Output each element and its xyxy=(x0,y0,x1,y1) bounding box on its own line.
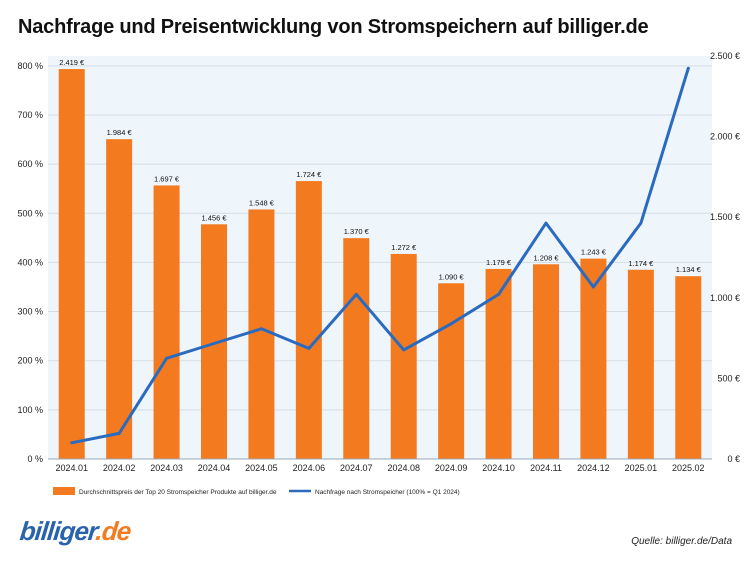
price-bar xyxy=(248,209,275,459)
legend: Durchschnittspreis der Top 20 Stromspeic… xyxy=(53,487,460,496)
price-bar-label: 1.548 € xyxy=(249,198,275,207)
legend-label-price: Durchschnittspreis der Top 20 Stromspeic… xyxy=(79,489,277,496)
x-axis-tick-label: 2024.12 xyxy=(577,463,610,473)
price-bar-label: 1.697 € xyxy=(154,174,180,183)
left-axis-tick-label: 600 % xyxy=(17,159,43,169)
price-bar xyxy=(485,268,512,459)
demand-point xyxy=(449,322,453,326)
price-bar-label: 1.179 € xyxy=(486,258,512,267)
x-axis-tick-label: 2024.02 xyxy=(103,463,136,473)
right-axis-tick-label: 2.500 € xyxy=(710,51,740,61)
demand-point xyxy=(212,342,216,345)
plot-background xyxy=(48,56,712,459)
x-axis-tick-label: 2024.06 xyxy=(293,463,326,473)
x-axis-tick-label: 2025.01 xyxy=(625,463,658,473)
left-axis-tick-label: 400 % xyxy=(17,257,43,267)
price-bar xyxy=(153,185,180,459)
x-axis-tick-label: 2024.01 xyxy=(55,463,88,473)
right-axis-tick-label: 1.000 € xyxy=(710,293,740,303)
demand-point xyxy=(117,432,121,435)
left-y-axis: 0 % 100 % 200 % 300 % 400 % 500 % 600 % 700 % 80… xyxy=(17,61,43,464)
logo-text-tld: .de xyxy=(94,516,133,546)
price-bar-label: 1.208 € xyxy=(533,253,559,262)
left-axis-tick-label: 800 % xyxy=(17,61,43,71)
price-bar xyxy=(627,269,654,459)
price-bar-label: 1.134 € xyxy=(676,265,702,274)
legend-swatch-price xyxy=(53,487,75,495)
chart-title: Nachfrage und Preisentwicklung von Strom… xyxy=(18,16,649,38)
x-axis-tick-label: 2024.08 xyxy=(387,463,420,473)
logo-text-main: billiger xyxy=(18,516,98,546)
x-axis-tick-label: 2024.05 xyxy=(245,463,278,473)
price-bar-label: 2.419 € xyxy=(59,58,85,67)
price-bar xyxy=(675,276,702,459)
demand-point xyxy=(686,66,690,70)
billiger-logo: billiger.de xyxy=(18,516,132,547)
price-bar xyxy=(58,69,85,460)
price-bar xyxy=(106,139,133,459)
x-axis-tick-label: 2024.03 xyxy=(150,463,183,473)
price-bar xyxy=(390,253,417,459)
demand-point xyxy=(497,292,500,296)
x-axis-tick-label: 2024.09 xyxy=(435,463,468,473)
price-bar xyxy=(580,258,607,459)
left-axis-tick-label: 100 % xyxy=(17,405,43,415)
price-bar xyxy=(343,238,370,459)
right-axis-tick-label: 500 € xyxy=(717,373,740,383)
demand-point xyxy=(639,221,643,225)
price-bar-labels: 2.419 € 1.984 € 1.697 € 1.456 € 1.548 € 1.724… xyxy=(59,58,701,281)
right-axis-tick-label: 0 € xyxy=(727,454,740,464)
right-y-axis: 0 € 500 € 1.000 € 1.500 € 2.000 € 2.500 € xyxy=(710,51,740,464)
price-bar-label: 1.174 € xyxy=(628,259,654,268)
demand-point xyxy=(402,348,406,352)
demand-point xyxy=(260,327,263,331)
right-axis-tick-label: 2.000 € xyxy=(710,132,740,142)
price-bar-label: 1.272 € xyxy=(391,243,417,252)
demand-point xyxy=(70,441,74,445)
price-bar xyxy=(295,181,322,460)
price-bar-label: 1.724 € xyxy=(296,170,322,179)
x-axis-tick-label: 2024.10 xyxy=(482,463,515,473)
legend-label-demand: Nachfrage nach Stromspeicher (100% = Q1 … xyxy=(315,489,460,496)
left-axis-tick-label: 500 % xyxy=(17,208,43,218)
left-axis-tick-label: 0 % xyxy=(27,454,43,464)
price-bar xyxy=(438,283,465,459)
price-bar-label: 1.370 € xyxy=(344,227,370,236)
price-bar-label: 1.984 € xyxy=(107,128,133,137)
left-axis-tick-label: 300 % xyxy=(17,307,43,317)
demand-point xyxy=(544,221,548,225)
source-note: Quelle: billiger.de/Data xyxy=(631,536,732,547)
x-axis-tick-label: 2024.04 xyxy=(198,463,231,473)
demand-point xyxy=(165,356,168,360)
demand-line-layer xyxy=(70,66,690,445)
left-axis-tick-label: 200 % xyxy=(17,356,43,366)
demand-point xyxy=(592,285,595,289)
right-axis-tick-label: 1.500 € xyxy=(710,212,740,222)
price-bar-label: 1.090 € xyxy=(439,272,465,281)
price-bar-label: 1.243 € xyxy=(581,248,607,257)
demand-point xyxy=(307,347,311,350)
x-axis-tick-label: 2024.11 xyxy=(530,463,562,473)
demand-line xyxy=(70,66,690,445)
x-axis-tick-label: 2025.02 xyxy=(672,463,705,473)
x-axis-tick-label: 2024.07 xyxy=(340,463,373,473)
left-axis-tick-label: 700 % xyxy=(17,110,43,120)
price-bar-label: 1.456 € xyxy=(201,213,227,222)
demand-point xyxy=(354,292,358,296)
x-axis: 2024.01 2024.02 2024.03 2024.04 2024.05 2024.… xyxy=(48,458,712,473)
price-bar xyxy=(533,264,559,459)
